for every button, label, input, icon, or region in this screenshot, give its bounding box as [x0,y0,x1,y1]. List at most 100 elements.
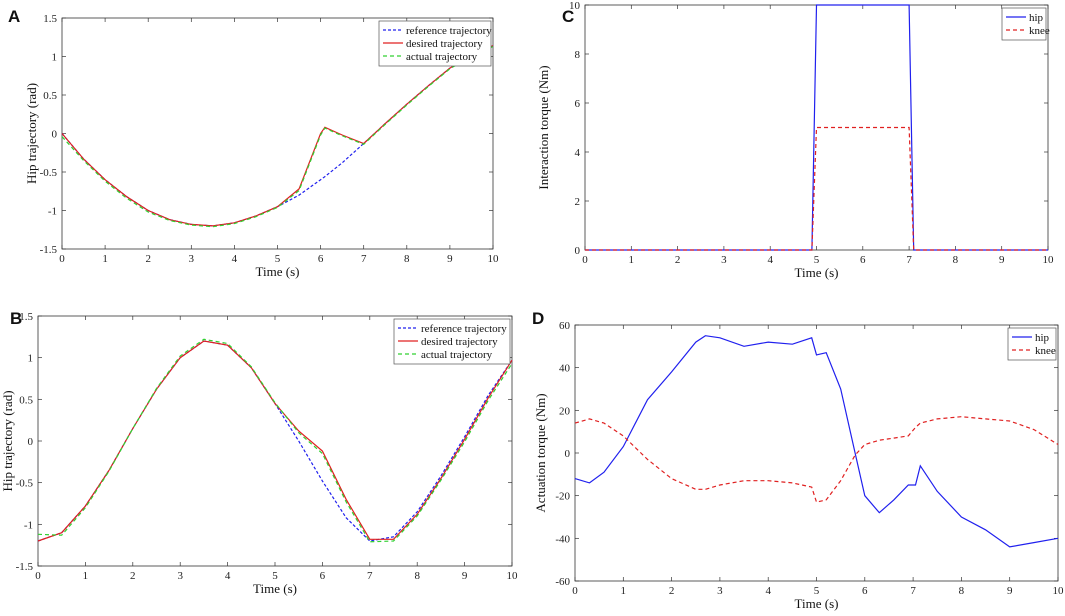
y-axis-label: Hip trajectory (rad) [24,83,39,184]
y-tick-label: 6 [575,98,581,110]
x-tick-label: 2 [145,253,151,265]
x-axis-label: Time (s) [256,264,300,279]
panel-b: B 0 1 2 3 4 5 6 7 8 9 10 -1.5 -1 -0.5 0 0.5 1 1.5 Time (s) H… [0,309,518,596]
y-tick-label: 20 [559,405,571,417]
x-tick-label: 4 [767,254,773,266]
y-axis-label: Interaction torque (Nm) [536,65,551,189]
legend-label: knee [1029,25,1050,37]
x-tick-label: 5 [814,585,820,597]
x-tick-label: 1 [102,253,108,265]
series-line-desired-trajectory [61,45,494,227]
x-axis-label: Time (s) [795,596,839,611]
legend-label: desired trajectory [421,336,498,348]
x-tick-label: 8 [404,253,410,265]
y-tick-label: -1 [24,519,33,531]
x-tick-label: 5 [272,570,278,582]
y-tick-label: 1 [28,353,34,365]
x-tick-label: 2 [130,570,136,582]
x-tick-label: 1 [621,585,627,597]
x-tick-label: 4 [765,585,771,597]
y-tick-label: 0.5 [43,90,57,102]
x-tick-label: 6 [318,253,324,265]
x-tick-label: 9 [999,254,1005,266]
y-tick-label: 4 [575,147,581,159]
series-line-actual-trajectory [61,45,494,228]
series-line-hip [574,335,1059,548]
x-tick-label: 2 [675,254,681,266]
y-tick-label: -60 [555,576,570,588]
x-tick-label: 8 [953,254,959,266]
series-line-reference-trajectory [61,45,494,227]
x-tick-label: 10 [507,570,519,582]
legend-label: desired trajectory [406,38,483,50]
x-tick-label: 4 [225,570,231,582]
legend-label: reference trajectory [421,323,507,335]
x-tick-label: 0 [572,585,578,597]
panel-letter: A [8,7,20,26]
x-tick-label: 7 [367,570,373,582]
y-tick-label: -1 [48,206,57,218]
x-tick-label: 1 [83,570,89,582]
x-axis-label: Time (s) [795,265,839,280]
x-tick-label: 3 [189,253,195,265]
y-tick-label: -20 [555,491,570,503]
x-tick-label: 7 [906,254,912,266]
y-tick-label: 0.5 [19,394,33,406]
panel-d: D 0 1 2 3 4 5 6 7 8 9 10 -60 -40 -20 0 20 40 60 Time (s) Act… [532,309,1064,611]
panel-c: C 0 1 2 3 4 5 6 7 8 9 10 0 2 4 6 8 10 Time (s) Interaction … [536,0,1054,280]
y-tick-label: 1.5 [19,311,33,323]
x-tick-label: 9 [447,253,453,265]
x-tick-label: 9 [462,570,468,582]
x-tick-label: 6 [862,585,868,597]
x-tick-label: 3 [717,585,723,597]
legend-box [1001,7,1047,41]
legend-label: actual trajectory [406,51,478,63]
y-tick-label: 0 [28,436,34,448]
y-tick-label: 2 [575,196,581,208]
y-axis-label: Hip trajectory (rad) [0,390,15,491]
series-line-actual-trajectory [37,338,513,543]
x-tick-label: 10 [488,253,500,265]
y-tick-label: 1 [52,52,58,64]
y-tick-label: 0 [565,448,571,460]
panel-letter: B [10,309,22,328]
series-line-knee [585,126,1048,251]
x-tick-label: 0 [582,254,588,266]
y-tick-label: 0 [52,129,58,141]
y-tick-label: -0.5 [40,167,58,179]
y-tick-label: -0.5 [16,478,34,490]
x-tick-label: 10 [1043,254,1055,266]
x-tick-label: 5 [814,254,820,266]
legend-label: knee [1035,345,1056,357]
x-tick-label: 3 [177,570,183,582]
legend-label: hip [1029,12,1044,24]
series-line-desired-trajectory [37,340,513,542]
y-tick-label: -40 [555,533,570,545]
legend-label: reference trajectory [406,25,492,37]
series-line-reference-trajectory [37,340,513,542]
x-tick-label: 0 [35,570,41,582]
x-tick-label: 7 [910,585,916,597]
axes-box [584,4,1049,251]
x-tick-label: 1 [629,254,635,266]
axes-box [574,324,1059,582]
x-tick-label: 5 [275,253,281,265]
x-tick-label: 0 [59,253,65,265]
x-tick-label: 6 [860,254,866,266]
x-tick-label: 7 [361,253,367,265]
x-tick-label: 10 [1053,585,1065,597]
x-tick-label: 8 [414,570,420,582]
legend-label: actual trajectory [421,349,493,361]
x-tick-label: 4 [232,253,238,265]
x-axis-label: Time (s) [253,581,297,596]
y-tick-label: 8 [575,49,581,61]
y-tick-label: -1.5 [16,561,34,573]
x-tick-label: 2 [669,585,675,597]
x-tick-label: 6 [320,570,326,582]
x-tick-label: 9 [1007,585,1013,597]
y-tick-label: 10 [569,0,581,12]
